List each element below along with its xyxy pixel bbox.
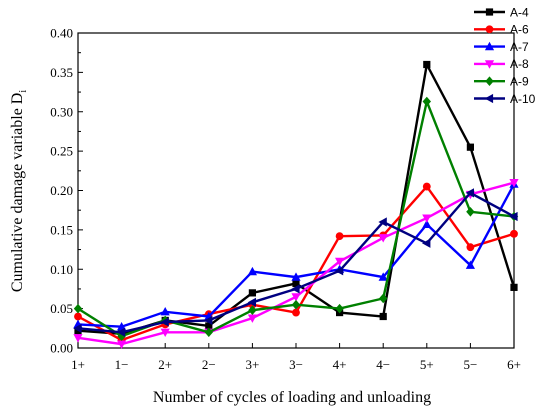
y-tick-label: 0.40: [50, 26, 73, 41]
axes: 0.00 0.05 0.10 0.15 0.20 0.25 0.30 0.35 0.40 1+ 1−…: [50, 26, 521, 373]
x-tick-label: 6+: [507, 357, 521, 372]
legend-item-a-8: A-8: [474, 57, 529, 71]
data-point: [247, 297, 256, 307]
data-point: [73, 323, 82, 333]
x-tick-label: 3+: [245, 357, 259, 372]
y-tick-label: 0.30: [50, 104, 73, 119]
y-tick-label: 0.05: [50, 301, 73, 316]
data-point: [334, 266, 344, 276]
y-axis-title-subscript: i: [18, 90, 29, 93]
data-point: [117, 321, 127, 331]
data-point: [248, 305, 257, 315]
data-point: [422, 219, 432, 228]
data-point: [422, 214, 432, 223]
data-point: [204, 315, 213, 326]
data-point: [248, 289, 256, 297]
data-point: [379, 293, 388, 304]
data-point: [509, 211, 518, 222]
y-tick-label: 0.25: [50, 144, 73, 159]
legend-label: A-10: [510, 92, 536, 106]
legend-label: A-6: [510, 23, 529, 37]
legend-marker: [484, 60, 495, 69]
legend-item-a-6: A-6: [474, 23, 529, 37]
series-a-10: [73, 188, 518, 337]
data-point: [422, 238, 431, 248]
legend-marker: [484, 93, 494, 104]
legend-marker: [485, 25, 494, 34]
x-tick-label: 4−: [376, 357, 390, 372]
series-a-8: [73, 179, 519, 349]
data-point: [423, 60, 431, 69]
data-point: [465, 188, 474, 198]
legend-label: A-9: [510, 75, 529, 89]
data-point: [509, 179, 519, 188]
data-point: [335, 303, 344, 314]
data-point: [160, 328, 170, 338]
data-point: [117, 340, 127, 349]
legend-label: A-8: [510, 57, 529, 71]
data-point: [378, 217, 387, 227]
data-point: [291, 293, 301, 302]
data-point: [466, 243, 475, 252]
data-point: [466, 143, 474, 151]
data-point: [292, 279, 300, 288]
legend-marker: [485, 8, 494, 16]
legend-marker: [484, 41, 495, 51]
x-tick-label: 3−: [289, 357, 303, 372]
data-point: [335, 232, 344, 241]
series-layer: [73, 60, 519, 349]
data-point: [160, 317, 169, 327]
legend: A-4 A-6 A-7 A-8 A-9 A-10: [474, 5, 536, 106]
data-point: [292, 308, 300, 317]
x-tick-label: 1+: [71, 357, 85, 372]
legend-item-a-7: A-7: [474, 40, 529, 54]
x-tick-label: 2−: [202, 357, 216, 372]
data-point: [422, 96, 431, 107]
legend-item-a-9: A-9: [474, 75, 529, 89]
data-point: [205, 322, 213, 330]
data-point: [247, 266, 257, 276]
y-tick-label: 0.00: [50, 341, 73, 356]
data-point: [291, 299, 301, 310]
y-tick-label: 0.20: [50, 183, 73, 198]
data-point: [247, 314, 257, 323]
legend-item-a-4: A-4: [474, 5, 529, 19]
series-a-9: [73, 96, 519, 341]
legend-marker: [485, 76, 494, 86]
y-axis-title: Cumulative damage variable Di: [9, 90, 29, 292]
data-point: [116, 327, 126, 337]
data-point: [117, 331, 126, 341]
data-point: [204, 327, 213, 338]
data-point: [73, 334, 83, 343]
data-point: [291, 272, 301, 281]
x-tick-label: 2+: [158, 357, 172, 372]
data-point: [466, 206, 475, 217]
x-axis-title: Number of cycles of loading and unloadin…: [153, 389, 431, 406]
data-point: [379, 312, 387, 321]
data-point: [74, 312, 82, 321]
data-point: [73, 303, 83, 314]
data-point: [335, 257, 345, 267]
x-tick-label: 5+: [420, 357, 434, 372]
data-point: [510, 283, 518, 291]
y-tick-label: 0.35: [50, 65, 73, 80]
series-line: [77, 184, 515, 342]
data-point: [160, 306, 170, 316]
data-point: [510, 229, 518, 238]
data-point: [291, 284, 300, 294]
y-tick-label: 0.10: [50, 262, 73, 277]
data-point: [465, 260, 475, 269]
legend-label: A-4: [510, 5, 529, 19]
data-point: [378, 272, 388, 281]
legend-label: A-7: [510, 40, 529, 54]
legend-item-a-10: A-10: [474, 92, 536, 106]
x-tick-label: 4+: [333, 357, 347, 372]
y-axis-title-main: Cumulative damage variable D: [9, 93, 26, 292]
x-tick-label: 1−: [115, 357, 129, 372]
y-tick-label: 0.15: [50, 222, 73, 237]
data-point: [422, 182, 431, 191]
data-point: [378, 234, 388, 243]
x-tick-label: 5−: [463, 357, 477, 372]
